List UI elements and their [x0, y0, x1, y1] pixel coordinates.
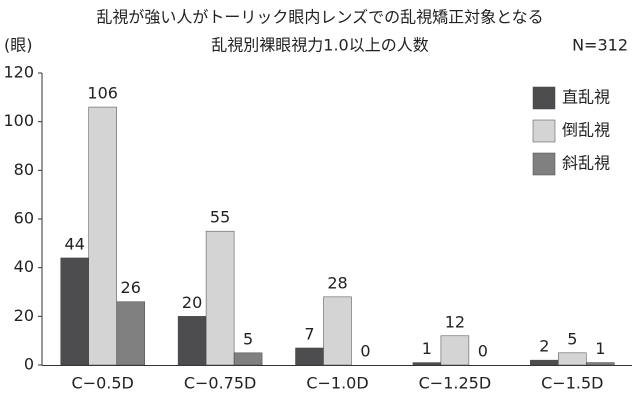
value-label: 5 [567, 329, 577, 348]
chart-title: 乱視が強い人がトーリック眼内レンズでの乱視矯正対象となる [96, 8, 543, 27]
chart-note: N=312 [572, 36, 628, 55]
value-label: 44 [65, 234, 85, 253]
value-label: 5 [243, 329, 253, 348]
y-tick-label: 120 [3, 63, 34, 82]
y-tick-label: 40 [14, 257, 34, 276]
legend-label: 倒乱視 [562, 121, 610, 140]
bar [323, 296, 352, 366]
x-tick-label: C−1.0D [306, 374, 368, 393]
value-label: 2 [539, 337, 549, 356]
bar [88, 106, 117, 366]
y-tick-label: 60 [14, 209, 34, 228]
bar [440, 335, 470, 366]
bar [530, 359, 559, 366]
value-label: 20 [182, 293, 202, 312]
x-tick-label: C−1.25D [419, 374, 492, 393]
value-label: 12 [445, 312, 465, 331]
legend-label: 斜乱視 [562, 154, 610, 173]
bar [412, 362, 442, 366]
legend-label: 直乱視 [562, 88, 610, 107]
y-tick-label: 0 [24, 355, 34, 374]
value-label: 1 [422, 339, 432, 358]
value-label: 28 [327, 273, 347, 292]
y-axis-label: (眼) [4, 36, 33, 55]
bar [586, 362, 615, 366]
bar [116, 301, 145, 366]
value-label: 0 [360, 342, 370, 361]
bar [177, 316, 207, 366]
y-tick-label: 80 [14, 160, 34, 179]
legend-swatch [532, 119, 556, 143]
x-tick-label: C−0.75D [184, 374, 257, 393]
value-label: 26 [121, 278, 141, 297]
value-label: 1 [595, 339, 605, 358]
bar [295, 347, 324, 366]
bar [558, 352, 587, 366]
value-label: 0 [478, 342, 488, 361]
bar [60, 257, 89, 366]
value-label: 55 [210, 208, 230, 227]
y-tick-label: 20 [14, 306, 34, 325]
bar [233, 352, 263, 366]
legend-swatch [532, 86, 556, 110]
x-tick-label: C−0.5D [72, 374, 134, 393]
legend-swatch [532, 152, 556, 176]
y-tick-label: 100 [3, 111, 34, 130]
value-label: 106 [87, 84, 118, 103]
x-tick-label: C−1.5D [541, 374, 603, 393]
bar [205, 230, 235, 366]
chart-subtitle: 乱視別裸眼視力1.0以上の人数 [211, 36, 428, 55]
value-label: 7 [304, 324, 314, 343]
